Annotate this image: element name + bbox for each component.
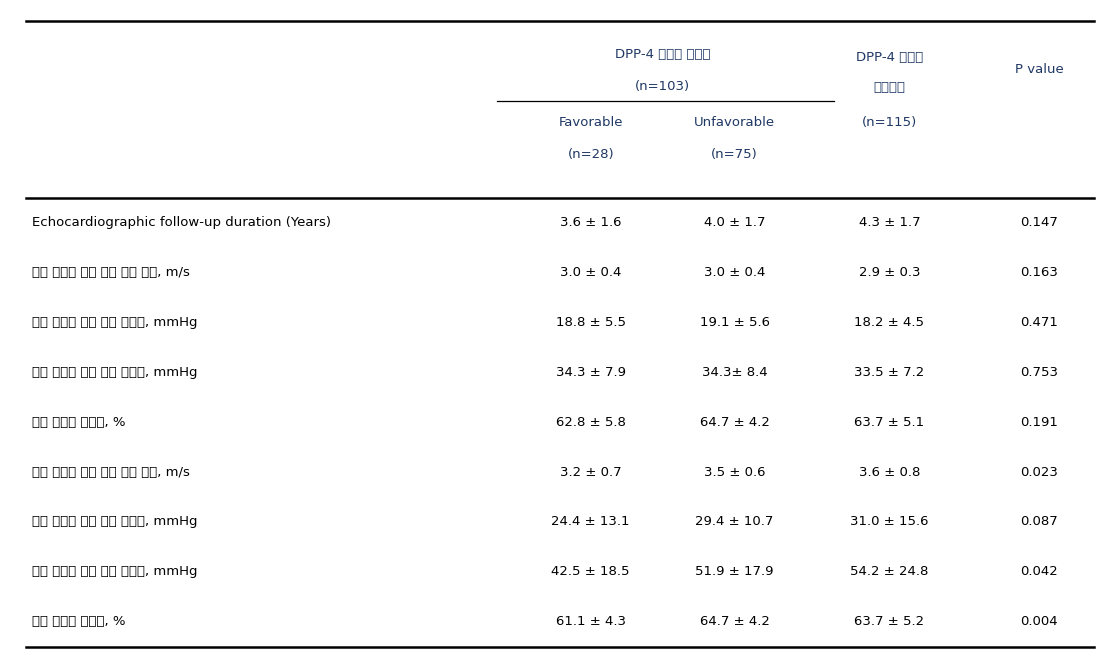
Text: 34.3± 8.4: 34.3± 8.4: [701, 366, 767, 378]
Text: 최종 대동맥 판막 최고 압력차, mmHg: 최종 대동맥 판막 최고 압력차, mmHg: [32, 565, 197, 578]
Text: 19.1 ± 5.6: 19.1 ± 5.6: [699, 316, 769, 329]
Text: 0.471: 0.471: [1020, 316, 1058, 329]
Text: 33.5 ± 7.2: 33.5 ± 7.2: [854, 366, 924, 378]
Text: 최종 좌심실 구혈률, %: 최종 좌심실 구혈률, %: [32, 616, 125, 628]
Text: 64.7 ± 4.2: 64.7 ± 4.2: [699, 616, 769, 628]
Text: 0.087: 0.087: [1020, 515, 1058, 529]
Text: 24.4 ± 13.1: 24.4 ± 13.1: [552, 515, 630, 529]
Text: 54.2 ± 24.8: 54.2 ± 24.8: [851, 565, 929, 578]
Text: 3.2 ± 0.7: 3.2 ± 0.7: [560, 465, 621, 479]
Text: 4.3 ± 1.7: 4.3 ± 1.7: [859, 216, 920, 229]
Text: 31.0 ± 15.6: 31.0 ± 15.6: [851, 515, 929, 529]
Text: 최종 대동맥 판막 평균 압력차, mmHg: 최종 대동맥 판막 평균 압력차, mmHg: [32, 515, 197, 529]
Text: 2.9 ± 0.3: 2.9 ± 0.3: [859, 266, 920, 279]
Text: 최종 대동맥 판막 최대 혈류 속도, m/s: 최종 대동맥 판막 최대 혈류 속도, m/s: [32, 465, 190, 479]
Text: Unfavorable: Unfavorable: [694, 116, 775, 129]
Text: 3.0 ± 0.4: 3.0 ± 0.4: [704, 266, 765, 279]
Text: (n=103): (n=103): [636, 80, 690, 92]
Text: 3.0 ± 0.4: 3.0 ± 0.4: [560, 266, 621, 279]
Text: 0.147: 0.147: [1020, 216, 1058, 229]
Text: 3.6 ± 0.8: 3.6 ± 0.8: [859, 465, 920, 479]
Text: 62.8 ± 5.8: 62.8 ± 5.8: [555, 416, 626, 429]
Text: 18.8 ± 5.5: 18.8 ± 5.5: [555, 316, 626, 329]
Text: 기저 좌심실 구혈률, %: 기저 좌심실 구혈률, %: [32, 416, 125, 429]
Text: 0.163: 0.163: [1020, 266, 1058, 279]
Text: 기저 대동맥 판막 평균 압력차, mmHg: 기저 대동맥 판막 평균 압력차, mmHg: [32, 316, 197, 329]
Text: Echocardiographic follow-up duration (Years): Echocardiographic follow-up duration (Ye…: [32, 216, 331, 229]
Text: 64.7 ± 4.2: 64.7 ± 4.2: [699, 416, 769, 429]
Text: 34.3 ± 7.9: 34.3 ± 7.9: [555, 366, 626, 378]
Text: 3.5 ± 0.6: 3.5 ± 0.6: [704, 465, 765, 479]
Text: 51.9 ± 17.9: 51.9 ± 17.9: [696, 565, 774, 578]
Text: 비사용군: 비사용군: [873, 81, 905, 94]
Text: 61.1 ± 4.3: 61.1 ± 4.3: [555, 616, 626, 628]
Text: 42.5 ± 18.5: 42.5 ± 18.5: [552, 565, 630, 578]
Text: (n=115): (n=115): [862, 116, 918, 129]
Text: 0.023: 0.023: [1020, 465, 1058, 479]
Text: P value: P value: [1015, 63, 1064, 76]
Text: 3.6 ± 1.6: 3.6 ± 1.6: [560, 216, 621, 229]
Text: 18.2 ± 4.5: 18.2 ± 4.5: [854, 316, 924, 329]
Text: (n=75): (n=75): [711, 149, 758, 161]
Text: DPP-4 저해제: DPP-4 저해제: [856, 51, 923, 64]
Text: 0.042: 0.042: [1020, 565, 1058, 578]
Text: 63.7 ± 5.1: 63.7 ± 5.1: [854, 416, 924, 429]
Text: 29.4 ± 10.7: 29.4 ± 10.7: [696, 515, 774, 529]
Text: Favorable: Favorable: [559, 116, 623, 129]
Text: 기저 대동맥 판막 최대 혈류 속도, m/s: 기저 대동맥 판막 최대 혈류 속도, m/s: [32, 266, 190, 279]
Text: 0.004: 0.004: [1020, 616, 1058, 628]
Text: 63.7 ± 5.2: 63.7 ± 5.2: [854, 616, 924, 628]
Text: 4.0 ± 1.7: 4.0 ± 1.7: [704, 216, 765, 229]
Text: (n=28): (n=28): [568, 149, 614, 161]
Text: 기저 대동맥 판막 최고 압력차, mmHg: 기저 대동맥 판막 최고 압력차, mmHg: [32, 366, 197, 378]
Text: 0.753: 0.753: [1020, 366, 1058, 378]
Text: 0.191: 0.191: [1020, 416, 1058, 429]
Text: DPP-4 저해제 사용군: DPP-4 저해제 사용군: [614, 48, 710, 61]
